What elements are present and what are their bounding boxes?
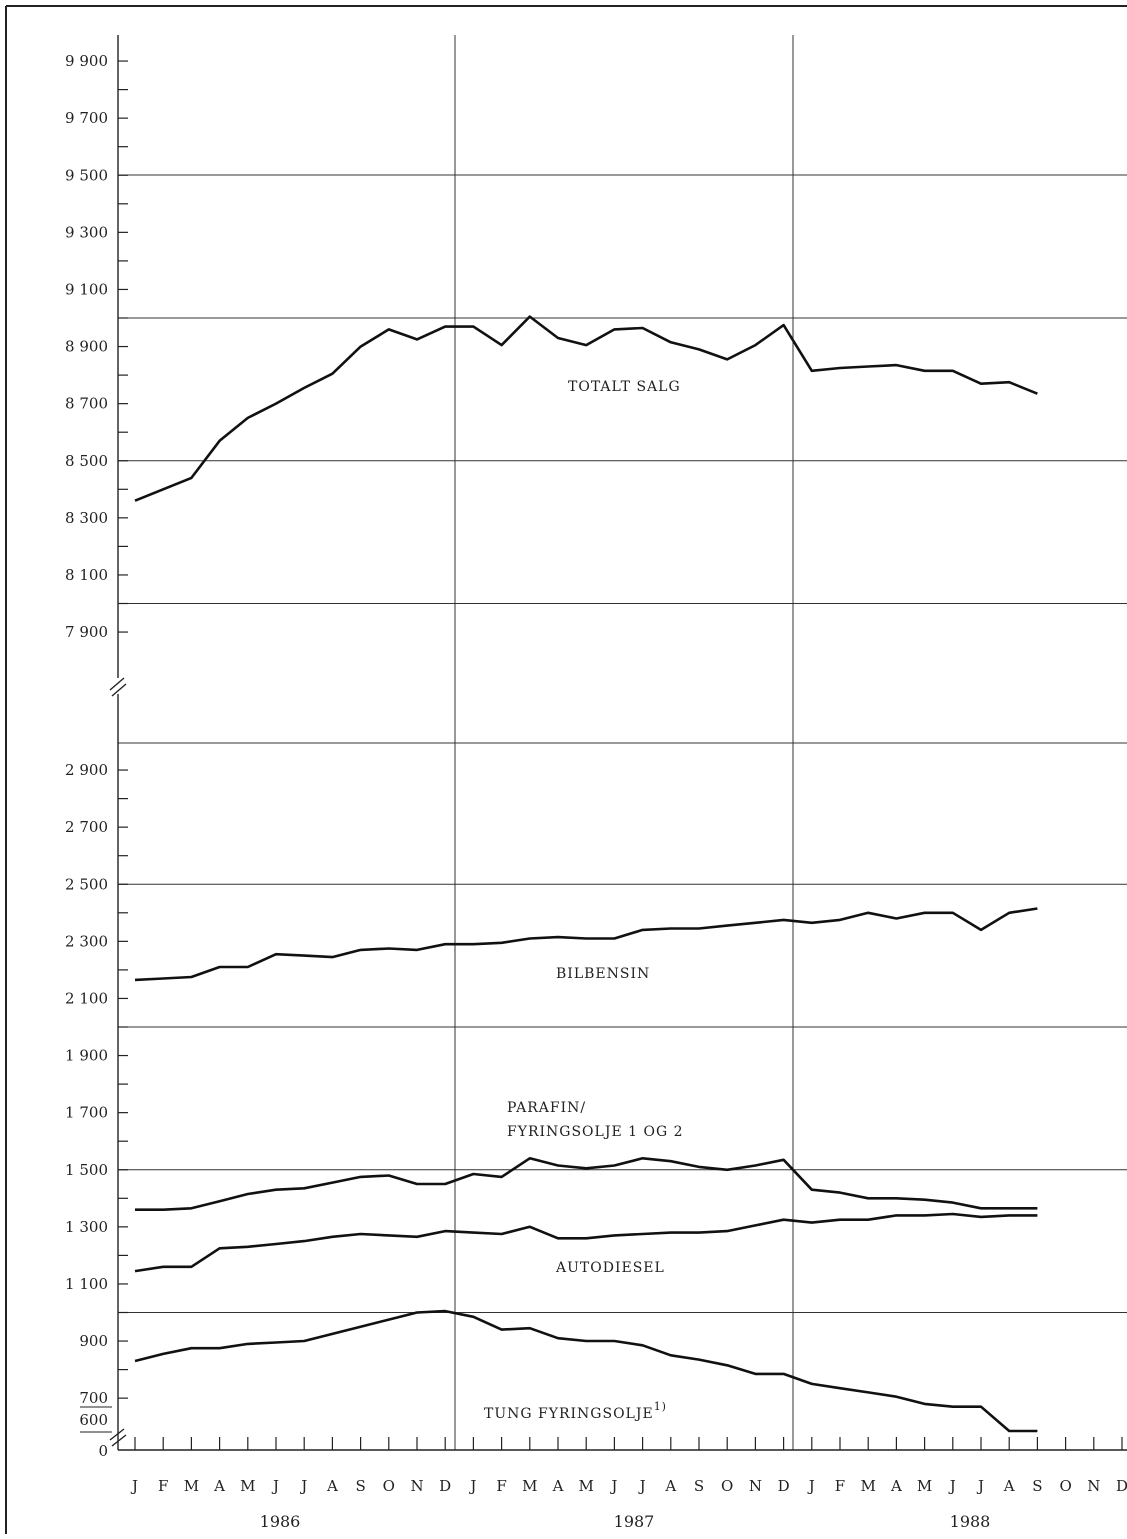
month-label: A bbox=[664, 1477, 676, 1495]
axis-break-mark-lower bbox=[109, 1428, 127, 1447]
y-tick-label: 9 300 bbox=[65, 223, 108, 241]
month-label: M bbox=[861, 1477, 876, 1495]
month-label: J bbox=[468, 1477, 476, 1495]
y-tick-label: 1 900 bbox=[65, 1047, 108, 1065]
month-label: N bbox=[1087, 1477, 1100, 1495]
series-labels: TOTALT SALG BILBENSIN PARAFIN/ FYRINGSOL… bbox=[484, 379, 683, 1422]
series-line-3 bbox=[134, 1212, 1038, 1273]
y-tick-label: 7 900 bbox=[65, 623, 108, 641]
y-tick-label: 1 700 bbox=[65, 1104, 108, 1122]
month-label: M bbox=[240, 1477, 255, 1495]
month-label: M bbox=[184, 1477, 199, 1495]
month-label: J bbox=[609, 1477, 617, 1495]
month-label: N bbox=[749, 1477, 762, 1495]
y-tick-label: 9 500 bbox=[65, 166, 108, 184]
footnote-marker: 1) bbox=[654, 1400, 667, 1413]
month-label: J bbox=[638, 1477, 646, 1495]
series-label-tung-fyringsolje: TUNG FYRINGSOLJE1) bbox=[484, 1400, 667, 1422]
y-tick-label: 1 100 bbox=[65, 1275, 108, 1293]
y-tick-label: 700 bbox=[79, 1389, 108, 1407]
y-tick-label: 8 300 bbox=[65, 509, 108, 527]
month-label: A bbox=[1003, 1477, 1015, 1495]
month-label: A bbox=[213, 1477, 225, 1495]
y-tick-label: 2 900 bbox=[65, 761, 108, 779]
series-line-1 bbox=[134, 907, 1038, 982]
month-label: D bbox=[439, 1477, 451, 1495]
y-tick-label: 2 100 bbox=[65, 989, 108, 1007]
y-tick-label: 2 700 bbox=[65, 818, 108, 836]
month-label: M bbox=[917, 1477, 932, 1495]
series-line-4 bbox=[134, 1309, 1038, 1433]
y-tick-label: 8 100 bbox=[65, 566, 108, 584]
month-label: J bbox=[807, 1477, 815, 1495]
month-label: M bbox=[579, 1477, 594, 1495]
series-lines bbox=[134, 315, 1038, 1433]
month-label: J bbox=[271, 1477, 279, 1495]
month-label: J bbox=[948, 1477, 956, 1495]
month-label: A bbox=[326, 1477, 338, 1495]
month-label: S bbox=[1032, 1477, 1042, 1495]
gridlines bbox=[118, 35, 1127, 1450]
month-label: O bbox=[1059, 1477, 1071, 1495]
y-tick-label: 2 500 bbox=[65, 875, 108, 893]
y-axis: 9 900 9 700 9 500 9 300 9 100 8 900 8 700 8 500… bbox=[65, 35, 1127, 1460]
month-label: J bbox=[976, 1477, 984, 1495]
year-label-1986: 1986 bbox=[260, 1512, 301, 1531]
y-tick-label: 1 500 bbox=[65, 1161, 108, 1179]
chart-frame bbox=[5, 5, 1127, 1534]
month-label: O bbox=[721, 1477, 733, 1495]
y-tick-label: 2 300 bbox=[65, 932, 108, 950]
month-label: F bbox=[158, 1477, 168, 1495]
month-label: A bbox=[890, 1477, 902, 1495]
y-tick-label: 9 900 bbox=[65, 52, 108, 70]
month-label: S bbox=[355, 1477, 365, 1495]
series-label-autodiesel: AUTODIESEL bbox=[555, 1260, 665, 1276]
month-label: N bbox=[410, 1477, 423, 1495]
series-line-0 bbox=[134, 315, 1038, 502]
month-label: O bbox=[383, 1477, 395, 1495]
y-tick-label: 1 300 bbox=[65, 1218, 108, 1236]
series-label-bilbensin: BILBENSIN bbox=[556, 966, 650, 982]
month-label: M bbox=[522, 1477, 537, 1495]
series-label-tung-fyringsolje-text: TUNG FYRINGSOLJE bbox=[484, 1406, 654, 1422]
y-tick-label: 900 bbox=[79, 1332, 108, 1350]
y-tick-label: 8 500 bbox=[65, 452, 108, 470]
x-axis: J F M A M J J A S O N D J F M A M J J A S O N D J F M A M J J A S O N D1986… bbox=[130, 1437, 1127, 1531]
series-line-2 bbox=[135, 1157, 1038, 1211]
year-label-1988: 1988 bbox=[950, 1512, 991, 1531]
series-label-parafin-line2: FYRINGSOLJE 1 OG 2 bbox=[507, 1124, 683, 1140]
month-label: A bbox=[552, 1477, 564, 1495]
y-tick-label: 0 bbox=[98, 1442, 108, 1460]
y-tick-label: 8 900 bbox=[65, 338, 108, 356]
month-label: S bbox=[694, 1477, 704, 1495]
month-label: F bbox=[496, 1477, 506, 1495]
y-tick-label: 9 100 bbox=[65, 280, 108, 298]
month-label: F bbox=[835, 1477, 845, 1495]
y-tick-label: 9 700 bbox=[65, 109, 108, 127]
month-label: D bbox=[778, 1477, 790, 1495]
y-tick-label: 8 700 bbox=[65, 395, 108, 413]
y-tick-label: 600 bbox=[79, 1411, 108, 1429]
axis-break-mark bbox=[109, 677, 127, 697]
series-label-totalt-salg: TOTALT SALG bbox=[568, 379, 681, 395]
series-label-parafin: PARAFIN/ bbox=[507, 1100, 586, 1116]
year-label-1987: 1987 bbox=[614, 1512, 655, 1531]
month-label: D bbox=[1116, 1477, 1127, 1495]
month-label: J bbox=[130, 1477, 138, 1495]
month-label: J bbox=[299, 1477, 307, 1495]
